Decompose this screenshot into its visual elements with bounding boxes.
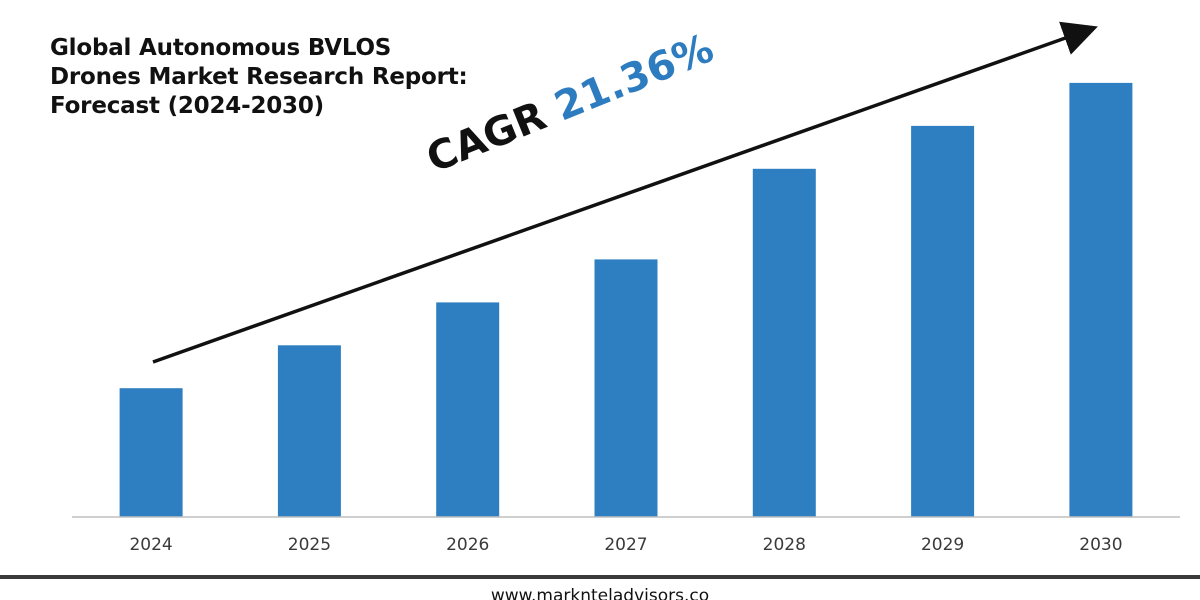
bar-2026: [436, 302, 500, 517]
x-tick-label-2030: 2030: [1079, 535, 1122, 555]
bar-2027: [594, 259, 658, 517]
bar-2028: [752, 168, 816, 518]
trend-arrow: [152, 21, 1098, 364]
x-axis-tick-labels: 2024 2025 2026 2027 2028 2029 2030: [129, 535, 1122, 555]
x-tick-label-2025: 2025: [288, 535, 331, 555]
chart-title-line-1: Global Autonomous BVLOS: [50, 35, 392, 61]
x-tick-label-2027: 2027: [604, 535, 647, 555]
bar-series: [119, 82, 1133, 518]
bar-2030: [1069, 82, 1133, 518]
x-tick-label-2028: 2028: [763, 535, 806, 555]
bar-2025: [277, 345, 341, 517]
footer-url: www.marknteladvisors.co: [490, 586, 710, 600]
bar-2024: [119, 388, 183, 517]
chart-title-line-2: Drones Market Research Report:: [50, 64, 468, 90]
bar-2029: [911, 125, 975, 518]
chart-title-line-3: Forecast (2024-2030): [50, 93, 324, 119]
x-tick-label-2024: 2024: [129, 535, 172, 555]
footer-divider: [0, 575, 1200, 579]
x-tick-label-2029: 2029: [921, 535, 964, 555]
chart-title: Global Autonomous BVLOS Drones Market Re…: [50, 34, 468, 121]
x-tick-label-2026: 2026: [446, 535, 489, 555]
